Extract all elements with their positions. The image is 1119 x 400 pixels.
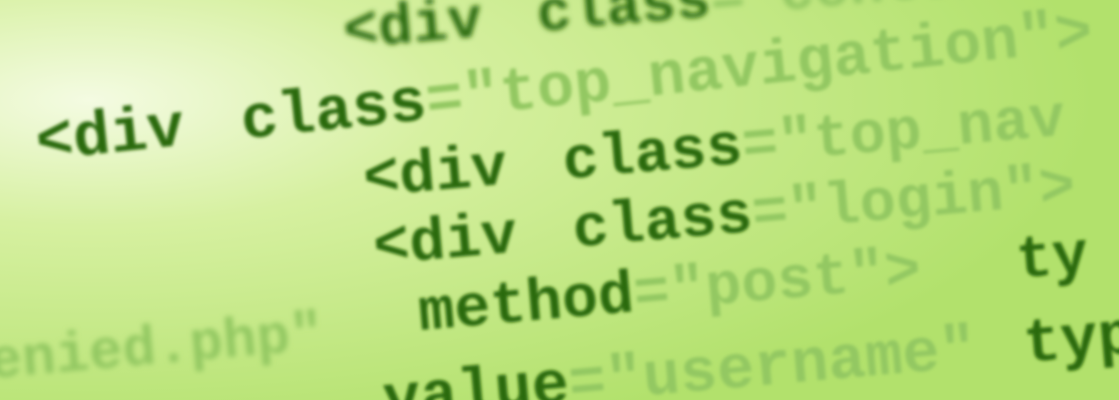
code-token: <div: [341, 0, 485, 66]
code-token: class: [570, 182, 755, 265]
code-token: class: [560, 114, 745, 197]
code-token: <div: [33, 93, 188, 179]
code-token: <div: [371, 203, 520, 283]
code-token: <div: [361, 135, 510, 215]
code-token: type: [1021, 297, 1119, 381]
code-token: ty: [1014, 223, 1092, 297]
